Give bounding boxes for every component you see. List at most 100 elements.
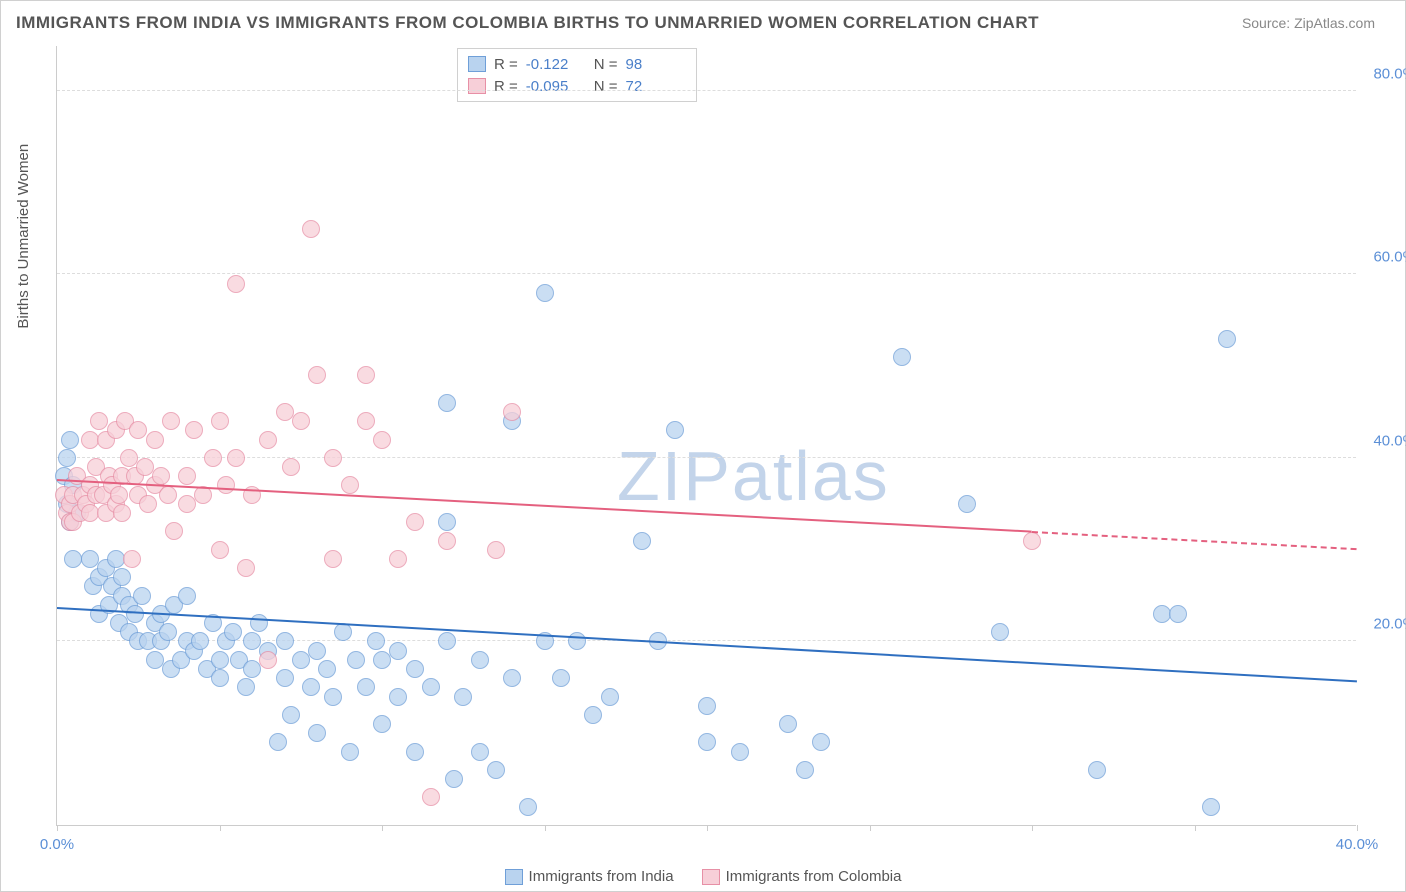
scatter-point <box>601 688 619 706</box>
scatter-point <box>341 743 359 761</box>
x-tick <box>220 825 221 831</box>
gridline <box>57 90 1356 91</box>
scatter-point <box>389 642 407 660</box>
y-tick-label: 60.0% <box>1361 249 1406 266</box>
scatter-point <box>110 486 128 504</box>
scatter-point <box>1088 761 1106 779</box>
scatter-point <box>373 651 391 669</box>
stat-r-value: -0.122 <box>526 56 586 73</box>
y-axis-label: Births to Unmarried Women <box>15 144 32 329</box>
scatter-point <box>503 403 521 421</box>
scatter-point <box>237 678 255 696</box>
stat-n-label: N = <box>594 56 618 73</box>
scatter-point <box>211 412 229 430</box>
stat-n-label: N = <box>594 78 618 95</box>
scatter-point <box>347 651 365 669</box>
scatter-point <box>357 412 375 430</box>
scatter-point <box>227 275 245 293</box>
scatter-point <box>276 669 294 687</box>
scatter-point <box>796 761 814 779</box>
x-tick <box>1195 825 1196 831</box>
scatter-point <box>276 632 294 650</box>
scatter-point <box>129 421 147 439</box>
stat-n-value: 72 <box>626 78 686 95</box>
scatter-point <box>422 678 440 696</box>
scatter-point <box>282 706 300 724</box>
stat-r-value: -0.095 <box>526 78 586 95</box>
scatter-point <box>136 458 154 476</box>
scatter-point <box>1023 532 1041 550</box>
scatter-point <box>438 632 456 650</box>
scatter-point <box>438 532 456 550</box>
x-tick <box>57 825 58 831</box>
legend-label: Immigrants from India <box>529 868 674 885</box>
scatter-point <box>1169 605 1187 623</box>
x-tick <box>870 825 871 831</box>
stats-row: R = -0.095 N = 72 <box>468 75 686 97</box>
legend-label: Immigrants from Colombia <box>726 868 902 885</box>
x-tick <box>707 825 708 831</box>
x-tick <box>545 825 546 831</box>
scatter-point <box>178 587 196 605</box>
trend-line <box>1032 531 1357 550</box>
scatter-point <box>406 743 424 761</box>
scatter-point <box>406 513 424 531</box>
scatter-point <box>373 715 391 733</box>
scatter-point <box>302 220 320 238</box>
scatter-point <box>243 660 261 678</box>
scatter-point <box>139 495 157 513</box>
legend-swatch <box>702 869 720 885</box>
stat-r-label: R = <box>494 56 518 73</box>
scatter-point <box>81 550 99 568</box>
scatter-point <box>126 605 144 623</box>
scatter-point <box>162 412 180 430</box>
scatter-point <box>243 632 261 650</box>
scatter-point <box>90 412 108 430</box>
bottom-legend: Immigrants from India Immigrants from Col… <box>1 868 1405 885</box>
scatter-point <box>324 688 342 706</box>
scatter-point <box>438 513 456 531</box>
x-tick <box>382 825 383 831</box>
stat-r-label: R = <box>494 78 518 95</box>
scatter-point <box>276 403 294 421</box>
scatter-point <box>204 449 222 467</box>
scatter-point <box>292 651 310 669</box>
stats-box: R =-0.122N =98R =-0.095N =72 <box>457 48 697 102</box>
scatter-point <box>211 651 229 669</box>
x-tick-label: 40.0% <box>1336 836 1379 853</box>
scatter-point <box>250 614 268 632</box>
scatter-point <box>373 431 391 449</box>
scatter-point <box>324 550 342 568</box>
scatter-point <box>237 559 255 577</box>
scatter-point <box>389 688 407 706</box>
source-label: Source: ZipAtlas.com <box>1242 15 1375 31</box>
gridline <box>57 273 1356 274</box>
scatter-point <box>487 541 505 559</box>
scatter-point <box>633 532 651 550</box>
chart-title: IMMIGRANTS FROM INDIA VS IMMIGRANTS FROM… <box>16 13 1039 33</box>
x-tick <box>1357 825 1358 831</box>
scatter-point <box>113 568 131 586</box>
scatter-point <box>120 449 138 467</box>
scatter-point <box>1218 330 1236 348</box>
scatter-point <box>536 284 554 302</box>
scatter-point <box>308 366 326 384</box>
scatter-point <box>893 348 911 366</box>
chart-container: IMMIGRANTS FROM INDIA VS IMMIGRANTS FROM… <box>0 0 1406 892</box>
legend-item: Immigrants from India <box>505 868 674 885</box>
scatter-point <box>308 724 326 742</box>
scatter-point <box>302 678 320 696</box>
legend-item: Immigrants from Colombia <box>702 868 902 885</box>
plot-area: ZIPatlas R =-0.122N =98R =-0.095N =72 20… <box>56 46 1356 826</box>
scatter-point <box>666 421 684 439</box>
scatter-point <box>282 458 300 476</box>
scatter-point <box>389 550 407 568</box>
scatter-point <box>471 743 489 761</box>
stat-swatch <box>468 56 486 72</box>
scatter-point <box>958 495 976 513</box>
scatter-point <box>438 394 456 412</box>
scatter-point <box>259 431 277 449</box>
scatter-point <box>146 651 164 669</box>
scatter-point <box>269 733 287 751</box>
scatter-point <box>503 669 521 687</box>
